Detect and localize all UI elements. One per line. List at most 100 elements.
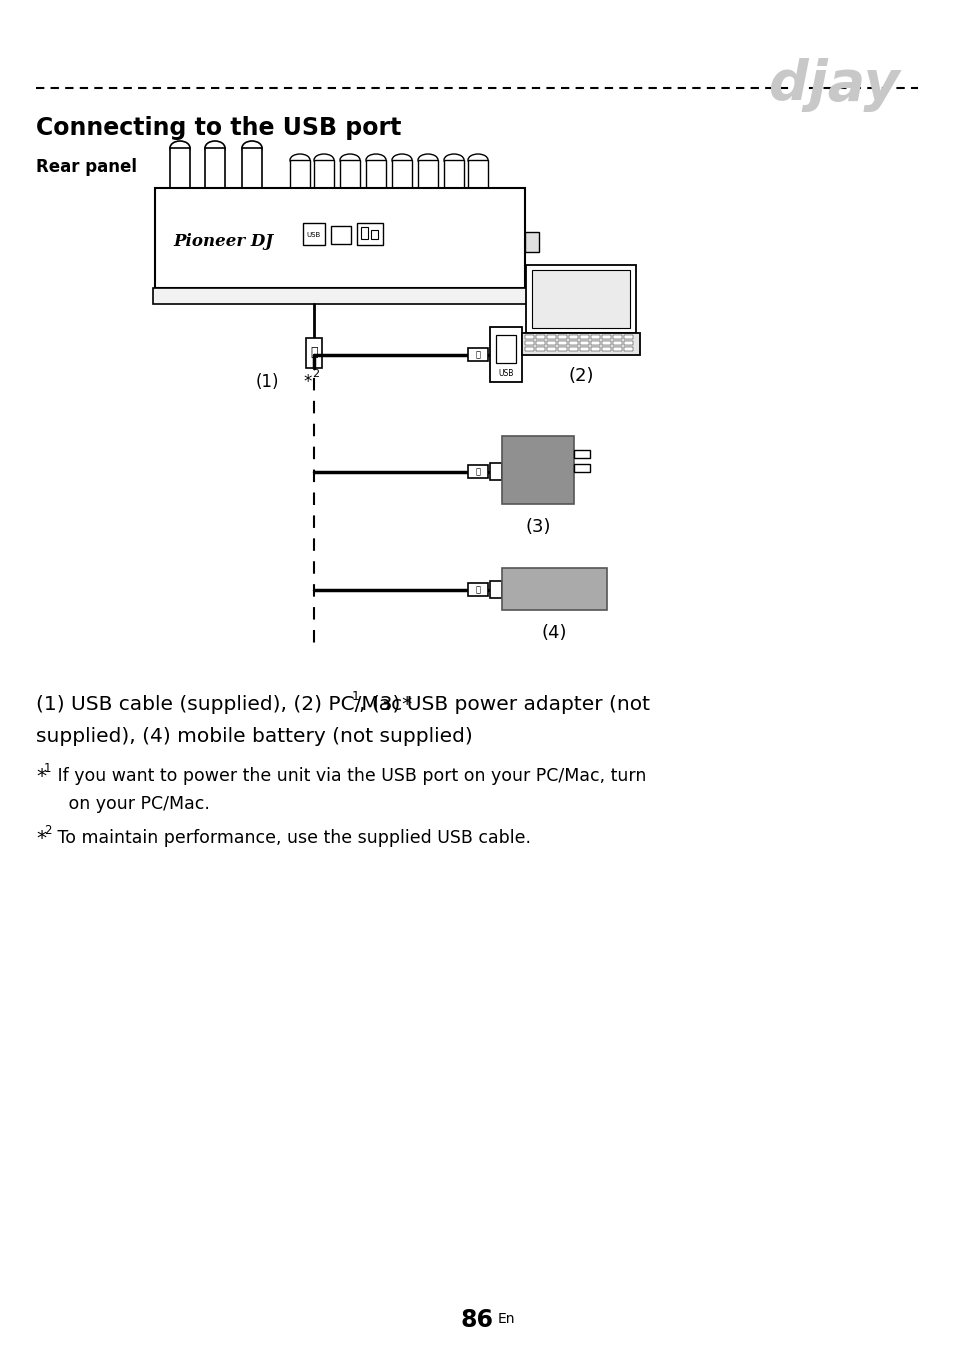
Bar <box>331 226 351 244</box>
Text: 2: 2 <box>44 824 51 837</box>
Text: (4): (4) <box>541 624 567 642</box>
Ellipse shape <box>392 154 412 166</box>
Ellipse shape <box>468 154 488 166</box>
Text: on your PC/Mac.: on your PC/Mac. <box>52 795 210 813</box>
Ellipse shape <box>314 154 334 166</box>
Text: Connecting to the USB port: Connecting to the USB port <box>36 116 401 140</box>
Text: USB: USB <box>497 369 513 379</box>
Bar <box>579 341 588 345</box>
Bar <box>590 341 599 345</box>
Bar <box>360 226 368 239</box>
Bar <box>490 328 521 381</box>
Bar <box>524 346 534 350</box>
Ellipse shape <box>417 154 437 166</box>
Text: (3): (3) <box>525 518 550 537</box>
Bar <box>468 582 488 596</box>
Bar <box>601 346 610 350</box>
Bar <box>546 346 556 350</box>
Bar <box>303 222 325 245</box>
Bar <box>568 341 578 345</box>
Bar <box>568 336 578 338</box>
Bar <box>623 336 633 338</box>
Text: *: * <box>36 829 46 848</box>
Bar <box>468 348 488 361</box>
Text: (1) USB cable (supplied), (2) PC/Mac*: (1) USB cable (supplied), (2) PC/Mac* <box>36 696 412 714</box>
Text: , (3) USB power adapter (not: , (3) USB power adapter (not <box>359 696 650 714</box>
Bar <box>339 160 359 190</box>
Bar <box>601 336 610 338</box>
Bar <box>524 232 538 252</box>
Ellipse shape <box>339 154 359 166</box>
Ellipse shape <box>242 142 262 155</box>
Bar <box>546 341 556 345</box>
Bar <box>623 346 633 350</box>
Bar <box>601 341 610 345</box>
Bar <box>525 266 636 333</box>
Bar <box>574 450 589 458</box>
Bar <box>558 346 566 350</box>
Ellipse shape <box>170 142 190 155</box>
Bar <box>501 435 574 504</box>
Text: 86: 86 <box>460 1308 493 1332</box>
Bar <box>366 160 386 190</box>
Bar <box>371 231 377 239</box>
Text: *: * <box>36 767 46 786</box>
Bar <box>242 148 262 190</box>
Text: If you want to power the unit via the USB port on your PC/Mac, turn: If you want to power the unit via the US… <box>52 767 646 785</box>
Bar <box>590 346 599 350</box>
Bar <box>590 336 599 338</box>
Bar <box>568 346 578 350</box>
Bar <box>558 336 566 338</box>
Bar <box>496 336 516 363</box>
Bar <box>579 336 588 338</box>
Text: To maintain performance, use the supplied USB cable.: To maintain performance, use the supplie… <box>52 829 531 847</box>
Text: ⎙: ⎙ <box>475 585 480 594</box>
Text: (2): (2) <box>568 367 593 386</box>
Bar <box>532 270 629 328</box>
Text: 2: 2 <box>312 369 319 379</box>
Bar <box>306 338 322 368</box>
Text: Pioneer DJ: Pioneer DJ <box>172 233 273 251</box>
Text: supplied), (4) mobile battery (not supplied): supplied), (4) mobile battery (not suppl… <box>36 727 473 745</box>
Bar <box>613 346 621 350</box>
Ellipse shape <box>205 142 225 155</box>
Bar <box>613 336 621 338</box>
Bar <box>314 160 334 190</box>
Text: ⎙: ⎙ <box>475 468 480 476</box>
Ellipse shape <box>443 154 463 166</box>
Bar <box>490 462 501 480</box>
Bar <box>170 148 190 190</box>
Bar <box>417 160 437 190</box>
Bar <box>392 160 412 190</box>
Text: ⎙: ⎙ <box>310 346 317 360</box>
Bar <box>490 581 501 599</box>
Bar <box>443 160 463 190</box>
Bar <box>536 346 544 350</box>
Ellipse shape <box>290 154 310 166</box>
Bar <box>536 341 544 345</box>
Text: (1): (1) <box>255 373 278 391</box>
Ellipse shape <box>366 154 386 166</box>
Bar <box>524 336 534 338</box>
Text: ⎙: ⎙ <box>475 350 480 360</box>
Bar <box>356 222 382 245</box>
Bar <box>558 341 566 345</box>
Bar <box>205 148 225 190</box>
Bar <box>468 160 488 190</box>
Text: USB: USB <box>307 232 321 239</box>
Text: Rear panel: Rear panel <box>36 158 137 177</box>
Bar <box>154 187 524 288</box>
Bar <box>152 288 526 305</box>
Bar <box>574 464 589 472</box>
Text: En: En <box>497 1312 515 1326</box>
Text: 1: 1 <box>351 690 359 704</box>
Bar <box>623 341 633 345</box>
Bar <box>524 341 534 345</box>
Bar <box>290 160 310 190</box>
Bar <box>521 333 639 355</box>
Bar <box>579 346 588 350</box>
Bar <box>613 341 621 345</box>
Text: *: * <box>303 373 311 391</box>
Bar <box>468 465 488 479</box>
Bar <box>536 336 544 338</box>
